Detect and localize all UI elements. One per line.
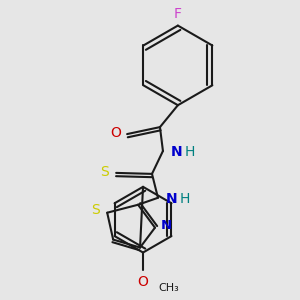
Text: H: H <box>180 192 190 206</box>
Text: S: S <box>100 165 109 179</box>
Text: N: N <box>166 192 178 206</box>
Text: N: N <box>160 219 172 232</box>
Text: H: H <box>185 145 195 159</box>
Text: O: O <box>138 275 148 290</box>
Text: F: F <box>174 7 182 21</box>
Text: S: S <box>91 203 100 217</box>
Text: CH₃: CH₃ <box>158 284 179 293</box>
Text: O: O <box>111 126 122 140</box>
Text: N: N <box>171 145 182 159</box>
